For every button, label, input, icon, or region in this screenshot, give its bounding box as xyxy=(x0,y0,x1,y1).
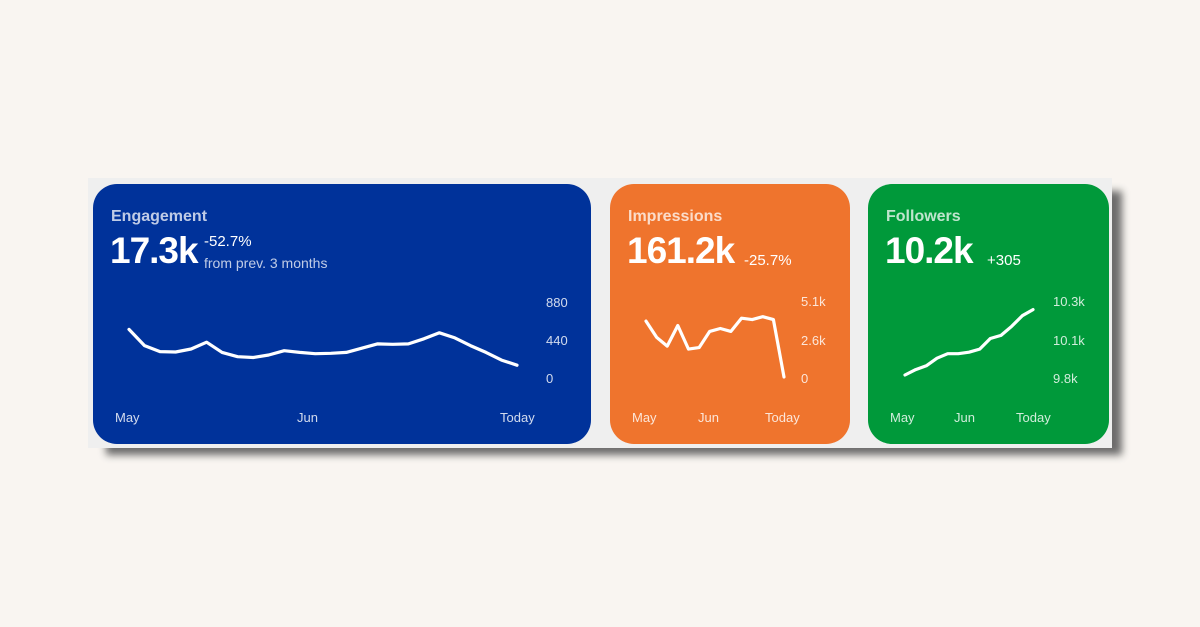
y-tick-label: 0 xyxy=(801,371,809,386)
impressions-series-line xyxy=(644,315,786,379)
impressions-card[interactable]: Impressions 161.2k -25.7% 5.1k 2.6k 0 Ma… xyxy=(610,184,850,444)
y-tick-label: 2.6k xyxy=(801,333,826,348)
x-tick-label: Jun xyxy=(954,410,975,425)
card-comparison: from prev. 3 months xyxy=(204,255,328,271)
y-tick-label: 10.1k xyxy=(1053,333,1085,348)
engagement-line-chart xyxy=(127,327,519,367)
y-tick-label: 880 xyxy=(546,295,568,310)
card-delta: +305 xyxy=(987,252,1021,269)
engagement-card[interactable]: Engagement 17.3k -52.7% from prev. 3 mon… xyxy=(93,184,591,444)
y-tick-label: 0 xyxy=(546,371,554,386)
x-tick-label: Today xyxy=(765,410,800,425)
followers-line-chart xyxy=(903,307,1035,377)
y-tick-label: 9.8k xyxy=(1053,371,1078,386)
card-title: Engagement xyxy=(111,208,208,225)
card-value: 161.2k xyxy=(627,230,735,271)
x-tick-label: May xyxy=(632,410,657,425)
card-value: 10.2k xyxy=(885,230,974,271)
y-tick-label: 5.1k xyxy=(801,294,826,309)
card-value: 17.3k xyxy=(110,230,199,271)
y-tick-label: 440 xyxy=(546,333,568,348)
x-tick-label: May xyxy=(115,410,140,425)
engagement-series-line xyxy=(127,327,519,367)
followers-card[interactable]: Followers 10.2k +305 10.3k 10.1k 9.8k Ma… xyxy=(868,184,1109,444)
followers-series-line xyxy=(903,307,1035,377)
x-tick-label: May xyxy=(890,410,915,425)
x-tick-label: Today xyxy=(500,410,535,425)
x-tick-label: Jun xyxy=(297,410,318,425)
x-tick-label: Jun xyxy=(698,410,719,425)
card-title: Impressions xyxy=(628,208,723,225)
card-title: Followers xyxy=(886,208,961,225)
card-delta: -25.7% xyxy=(744,252,792,269)
y-tick-label: 10.3k xyxy=(1053,294,1085,309)
impressions-line-chart xyxy=(644,315,786,379)
x-tick-label: Today xyxy=(1016,410,1051,425)
card-delta: -52.7% xyxy=(204,233,252,250)
